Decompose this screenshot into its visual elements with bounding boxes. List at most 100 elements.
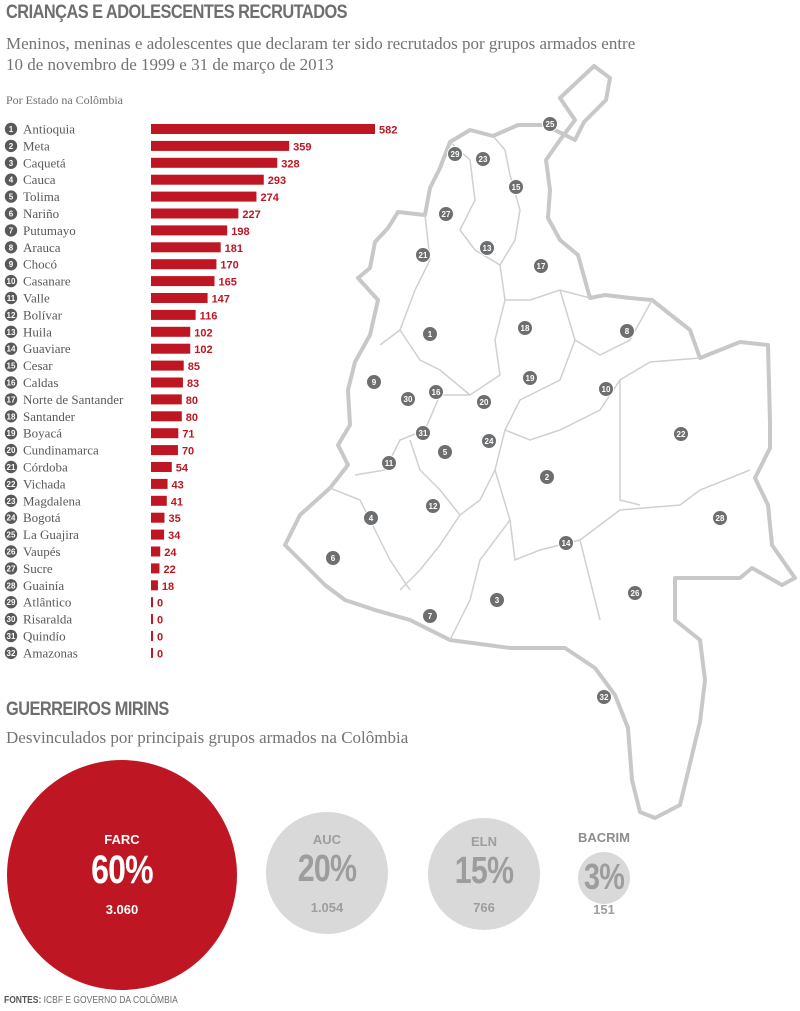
bar: [151, 411, 182, 422]
bar: [151, 191, 257, 202]
map-marker: [415, 247, 431, 263]
rank-label: 28: [7, 581, 16, 590]
rank-label: 2: [9, 142, 14, 151]
value-label: 24: [164, 547, 177, 559]
map-marker-label: 7: [428, 612, 433, 621]
rank-badge: [4, 629, 18, 643]
rank-label: 9: [9, 260, 14, 269]
map-outline: [283, 64, 797, 820]
map-marker-label: 14: [562, 539, 571, 548]
rank-badge: [4, 224, 18, 237]
rank-badge: [4, 274, 18, 288]
map-marker: [422, 326, 438, 342]
category-label: Sucre: [23, 561, 53, 576]
map-marker: [363, 510, 379, 526]
value-label: 170: [220, 260, 238, 272]
bar: [151, 124, 375, 134]
category-label: Cundinamarca: [23, 443, 99, 458]
map-marker-label: 29: [451, 150, 460, 159]
value-label: 35: [168, 513, 180, 525]
rank-label: 7: [9, 226, 14, 235]
category-label: Huila: [23, 324, 52, 339]
bar: [151, 174, 264, 185]
category-label: Arauca: [23, 240, 61, 255]
rank-label: 14: [7, 345, 16, 354]
map-marker: [425, 498, 441, 514]
bar: [151, 428, 179, 439]
rank-label: 15: [7, 362, 16, 371]
rank-label: 5: [9, 193, 14, 202]
map-marker: [437, 444, 453, 460]
map-marker: [325, 550, 341, 566]
category-label: Atlântico: [23, 595, 71, 610]
section2-subtitle: Desvinculados por principais grupos arma…: [6, 728, 409, 747]
category-label: Amazonas: [23, 645, 78, 660]
rank-label: 12: [7, 311, 16, 320]
rank-label: 11: [7, 294, 16, 303]
rank-label: 27: [7, 564, 16, 573]
chart-note: Por Estado na Colômbia: [6, 93, 123, 107]
value-label: 0: [157, 648, 163, 660]
category-label: Córdoba: [23, 460, 68, 475]
value-label: 274: [260, 192, 279, 204]
value-label: 165: [219, 277, 237, 289]
value-label: 54: [176, 463, 189, 475]
map-marker: [539, 469, 555, 485]
map-marker-label: 8: [625, 327, 630, 336]
sources-label: FONTES:: [4, 995, 42, 1006]
rank-label: 4: [9, 176, 14, 185]
section2-title: GUERREIROS MIRINS: [6, 699, 169, 720]
rank-label: 32: [7, 649, 16, 658]
category-label: Guainía: [23, 578, 64, 593]
bar: [151, 208, 239, 219]
map-internal-borders: [329, 135, 751, 641]
bubble-count: 3.060: [105, 902, 139, 917]
rank-badge: [4, 562, 18, 575]
rank-badge: [4, 359, 18, 372]
map-marker-label: 18: [521, 324, 530, 333]
rank-badge: [4, 291, 18, 305]
bar: [151, 242, 221, 253]
map-marker: [489, 592, 505, 608]
bar: [151, 326, 191, 337]
bar: [151, 563, 160, 574]
rank-label: 31: [7, 632, 16, 641]
value-label: 34: [168, 530, 181, 542]
bar: [151, 512, 165, 523]
map-marker-label: 2: [545, 473, 550, 482]
map-marker: [712, 510, 728, 526]
rank-label: 8: [9, 243, 14, 252]
value-label: 147: [212, 294, 230, 306]
bar: [151, 360, 184, 371]
category-label: Chocó: [23, 257, 57, 272]
bubble-label: FARC: [104, 832, 140, 847]
bubble-count: 151: [593, 902, 615, 917]
rank-label: 18: [7, 412, 16, 421]
map-marker-label: 1: [428, 330, 433, 339]
rank-label: 25: [7, 531, 16, 540]
rank-badge: [4, 646, 18, 660]
bar: [151, 343, 191, 354]
category-label: Magdalena: [23, 493, 81, 508]
bubble-percent: 15%: [454, 850, 514, 892]
map-marker: [415, 425, 431, 441]
bubble-label: BACRIM: [578, 830, 630, 845]
map-marker-label: 3: [495, 596, 500, 605]
rank-badge: [4, 596, 18, 609]
map-marker: [381, 455, 397, 471]
category-label: Bolívar: [23, 307, 63, 322]
rank-label: 26: [7, 548, 16, 557]
rank-label: 20: [7, 446, 16, 455]
map-marker-label: 22: [677, 430, 686, 439]
value-label: 102: [194, 344, 212, 356]
category-label: Meta: [23, 138, 50, 153]
value-label: 70: [182, 446, 194, 458]
value-label: 85: [188, 361, 200, 373]
value-label: 71: [182, 429, 194, 441]
rank-badge: [4, 410, 18, 423]
rank-label: 30: [7, 615, 16, 624]
rank-badge: [4, 342, 18, 355]
bubble-count: 766: [473, 900, 495, 915]
category-label: Tolima: [23, 189, 60, 204]
